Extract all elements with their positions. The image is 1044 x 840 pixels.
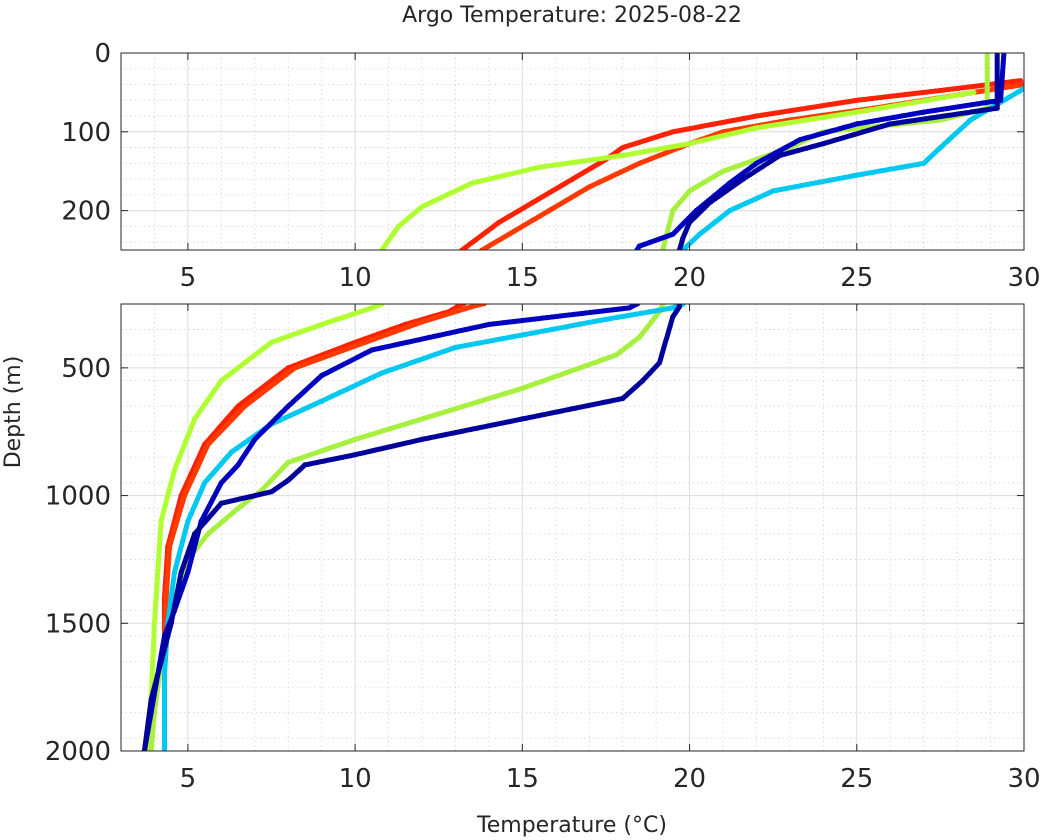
- series-profile-1: [459, 78, 1024, 250]
- y-tick-label: 1500: [45, 609, 111, 639]
- x-tick-label: 25: [840, 764, 873, 794]
- series-profile-5: [679, 85, 1024, 250]
- series-profile-3: [378, 89, 977, 250]
- x-tick-label: 20: [673, 764, 706, 794]
- lower-tick-labels: 5 10 15 20 25 30 500 1000 1500 2000: [45, 304, 1041, 794]
- y-tick-label: 0: [94, 39, 111, 69]
- x-tick-label: 10: [339, 764, 372, 794]
- data-point: [161, 748, 168, 751]
- series-profile-7: [676, 53, 1000, 250]
- x-tick-label: 10: [339, 263, 372, 293]
- upper-axes-box: [120, 52, 1025, 251]
- lower-data-points: [141, 304, 686, 751]
- data-point: [148, 748, 154, 751]
- x-tick-label: 5: [180, 263, 197, 293]
- x-axis-label: Temperature (°C): [476, 813, 667, 838]
- x-tick-label: 30: [1007, 263, 1040, 293]
- x-tick-label: 25: [840, 263, 873, 293]
- chart-title: Argo Temperature: 2025-08-22: [402, 3, 742, 28]
- y-tick-label: 1000: [45, 482, 111, 512]
- upper-panel: 5 10 15 20 25 30 0 100 200: [61, 39, 1040, 293]
- data-point: [141, 748, 147, 751]
- series-profile-5: [161, 304, 686, 751]
- x-tick-label: 20: [673, 263, 706, 293]
- y-tick-label: 2000: [45, 737, 111, 767]
- series-profile-7: [141, 304, 683, 751]
- y-axis-label: Depth (m): [1, 356, 26, 469]
- x-tick-label: 5: [180, 764, 197, 794]
- data-point: [660, 247, 666, 250]
- upper-data-points: [378, 53, 1024, 250]
- x-tick-label: 15: [506, 263, 539, 293]
- series-profile-3: [145, 304, 385, 751]
- x-tick-label: 15: [506, 764, 539, 794]
- lower-axes-box: [120, 303, 1025, 752]
- upper-tick-labels: 5 10 15 20 25 30 0 100 200: [61, 39, 1040, 293]
- series-profile-2: [161, 304, 487, 637]
- upper-plot-area: [121, 53, 1024, 250]
- y-tick-label: 500: [61, 354, 111, 384]
- series-profile-6: [633, 53, 1007, 250]
- data-point: [459, 247, 465, 250]
- x-tick-label: 30: [1007, 764, 1040, 794]
- data-point: [676, 247, 683, 250]
- y-tick-label: 100: [61, 118, 111, 148]
- y-tick-label: 200: [61, 197, 111, 227]
- lower-panel: 5 10 15 20 25 30 500 1000 1500 2000: [45, 303, 1041, 794]
